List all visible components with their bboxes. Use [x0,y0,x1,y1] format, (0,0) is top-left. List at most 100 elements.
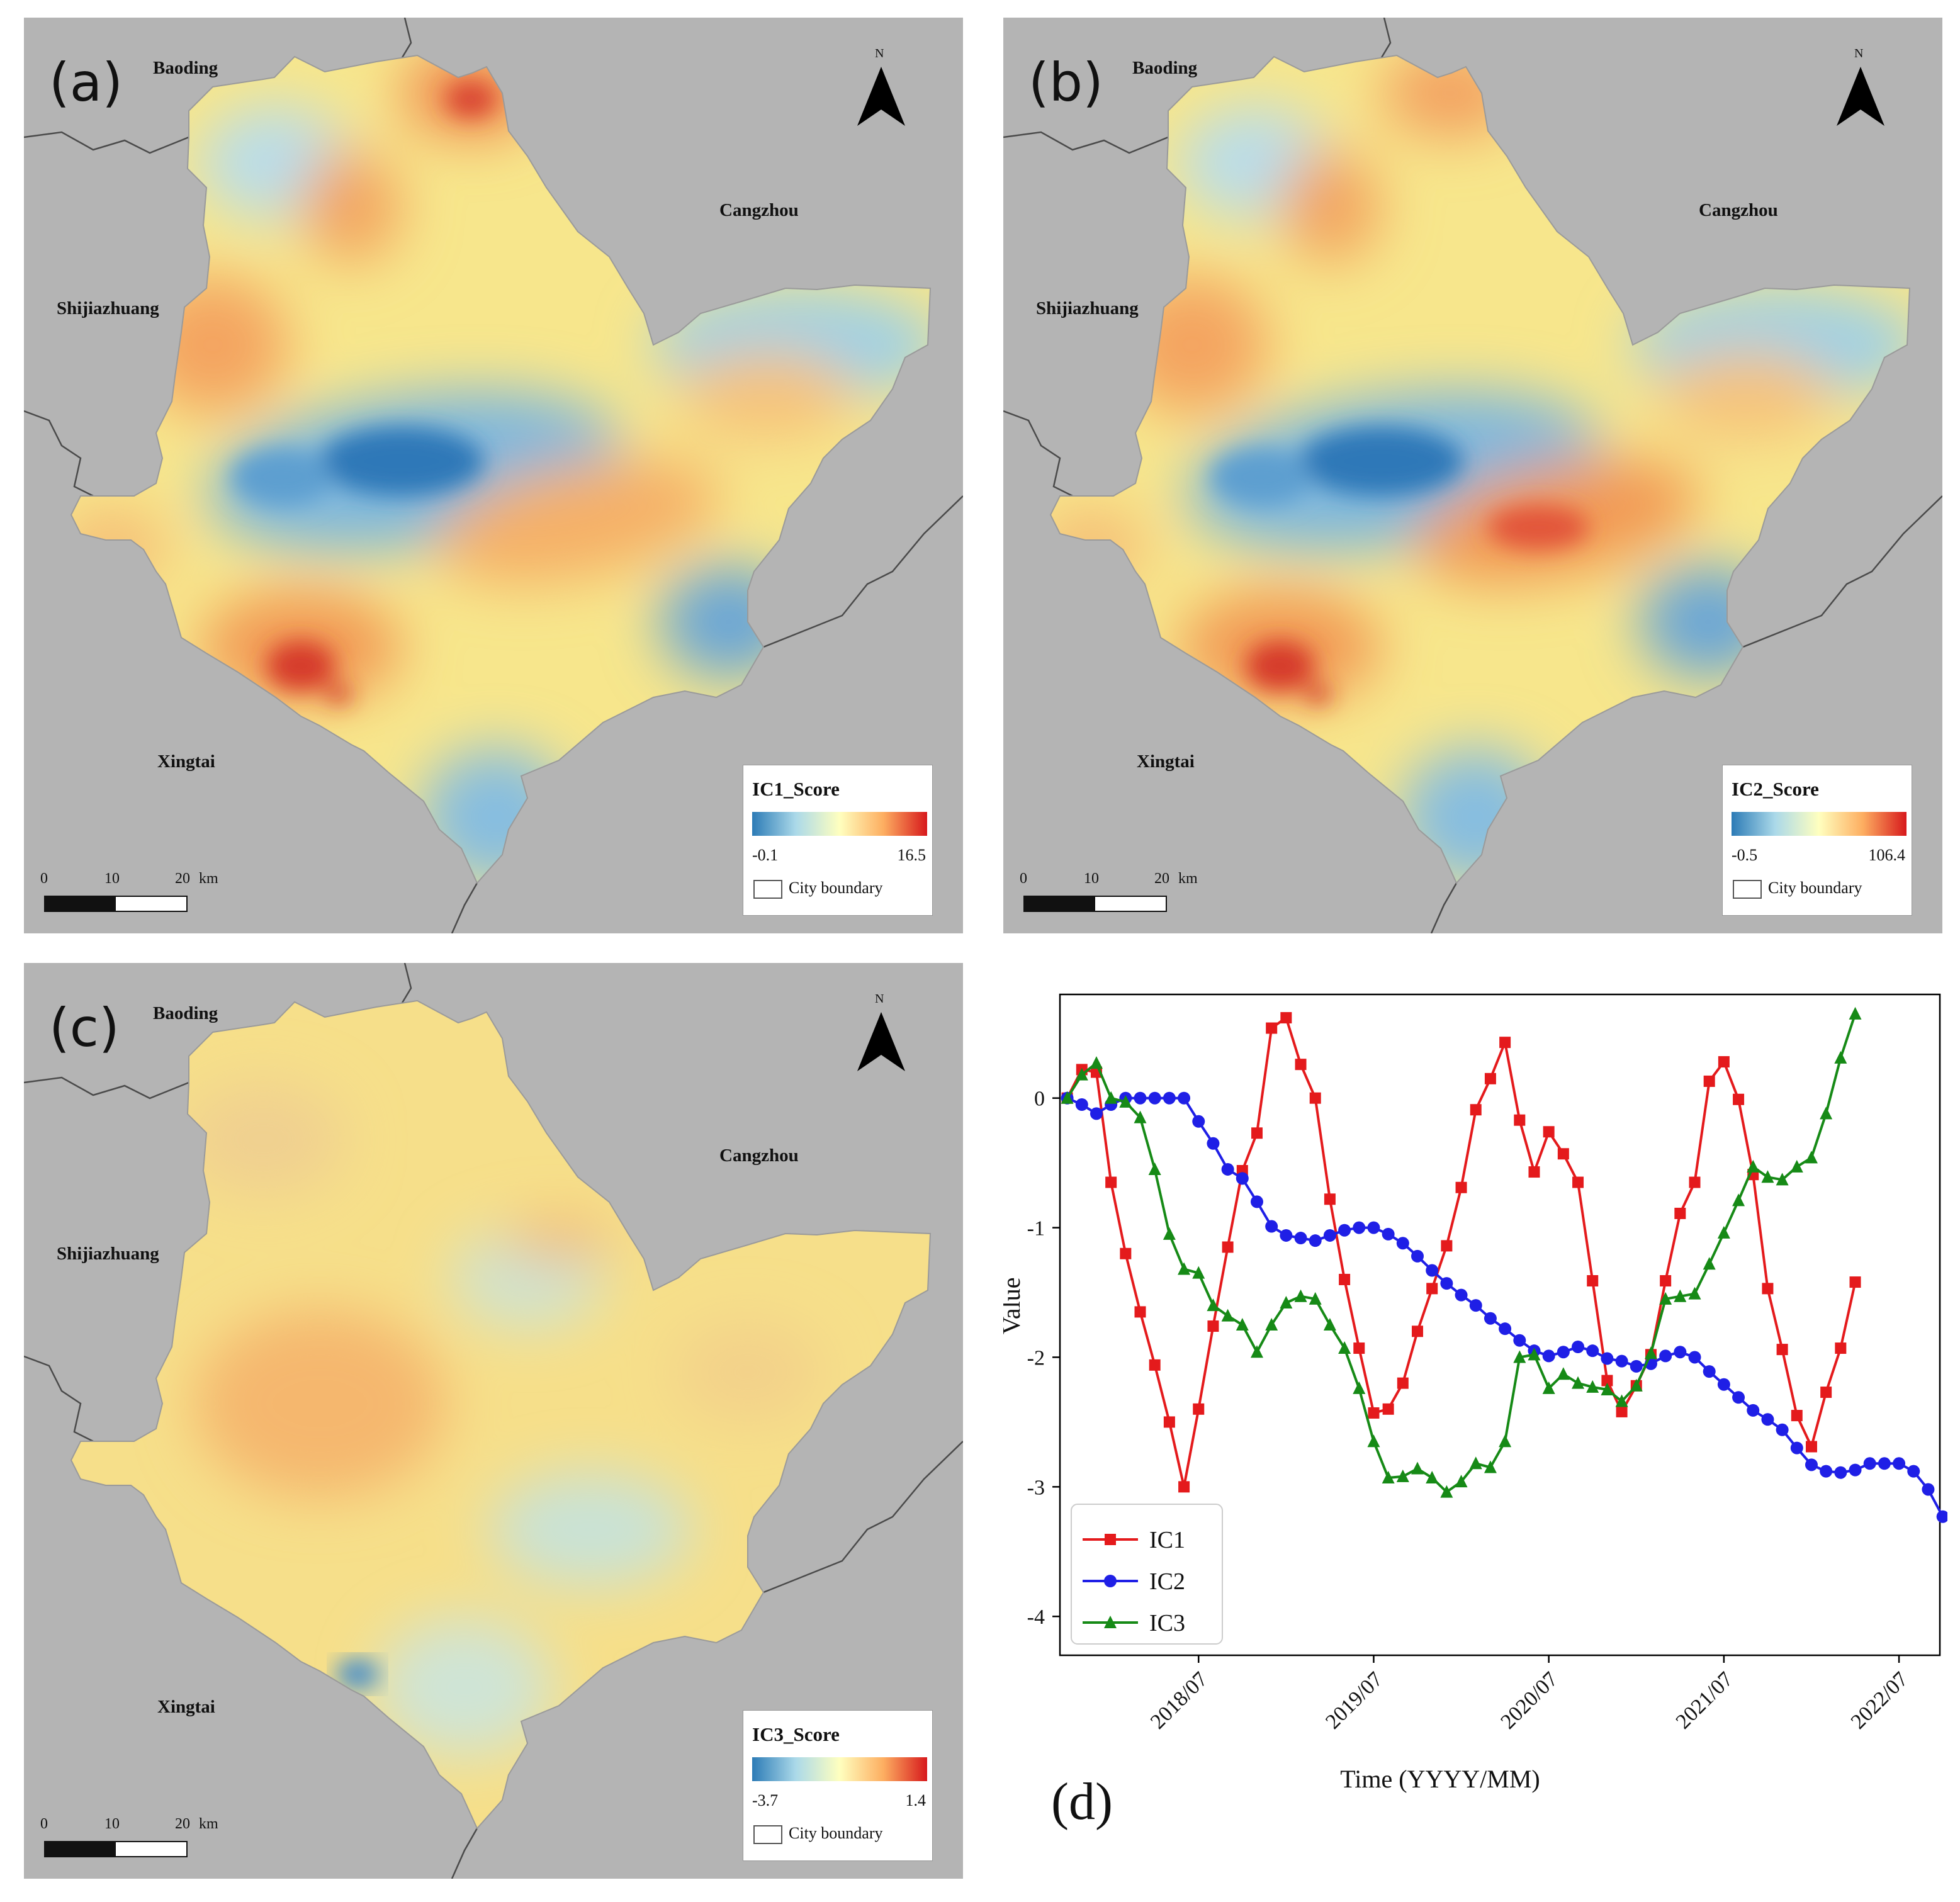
legend-title: IC2_Score [1732,778,1819,800]
series-line [1066,1015,1857,1487]
data-point [1367,1434,1380,1448]
data-point [1309,1234,1322,1247]
data-point [1732,1391,1745,1404]
series-ic3 [1061,1006,1862,1498]
panel-label: (b) [1028,52,1103,113]
scale-tick-0: 0 [40,1816,48,1832]
data-point [1426,1283,1438,1295]
data-point [1572,1376,1585,1389]
data-point [1469,1456,1482,1470]
city-boundary-swatch [753,1825,782,1844]
data-point [1790,1159,1803,1173]
data-point [1353,1221,1366,1234]
data-point [1849,1276,1861,1288]
x-tick-label: 2019/07 [1321,1667,1387,1733]
data-point [1075,1067,1088,1081]
data-point [1382,1227,1395,1241]
data-point [1542,1381,1555,1394]
data-point [1163,1227,1176,1240]
map-legend: IC3_Score -3.7 1.4 City boundary [743,1710,933,1861]
series-ic1 [1061,1012,1861,1493]
data-point [1630,1378,1643,1392]
city-label-xingtai: Xingtai [157,1697,215,1717]
scale-tick-20: 20 [175,1816,190,1832]
scale-bar-graphic [44,896,188,912]
data-point [1630,1359,1643,1373]
data-point [1353,1342,1365,1354]
map-canvas [24,18,963,933]
legend-title: IC1_Score [752,778,840,800]
x-tick-label: 2018/07 [1146,1667,1212,1733]
data-point [1499,1037,1511,1049]
legend-min-value: -0.5 [1732,846,1758,864]
data-point [1484,1072,1496,1084]
neighbor-boundaries [24,18,963,933]
data-point [1834,1050,1847,1064]
city-label-cangzhou: Cangzhou [719,200,799,220]
study-area-boundary [1049,54,1911,884]
legend-marker-icon [1104,1616,1117,1628]
data-point [1849,1006,1862,1020]
data-point [1134,1091,1147,1105]
time-series-chart: 0 -1 -2 -3 -4 2018/07 2019/07 2020/07 2021/07 202… [1003,993,1947,1831]
panel-label: (a) [49,52,123,113]
x-tick-label: 2022/07 [1847,1667,1913,1733]
data-point [1148,1091,1161,1105]
scale-tick-0: 0 [40,870,48,887]
data-point [1323,1318,1336,1331]
color-ramp [752,1757,927,1781]
y-tick-label: -1 [1027,1217,1045,1241]
neighbor-boundaries [24,963,963,1879]
data-point [1863,1457,1876,1470]
data-point [1309,1092,1321,1104]
data-point [1470,1104,1482,1116]
data-point [1674,1289,1687,1302]
city-boundary-swatch [1733,880,1762,899]
series-line [1066,1013,1857,1494]
data-point [1776,1423,1789,1436]
data-point [1178,1481,1190,1493]
study-area-boundary [70,999,932,1830]
legend-min-value: -3.7 [752,1791,779,1809]
data-point [1455,1181,1467,1193]
data-point [1469,1299,1482,1312]
data-point [1294,1289,1307,1302]
data-point [1689,1176,1701,1188]
data-point [1936,1510,1947,1523]
legend-max-value: 16.5 [897,846,926,864]
data-point [1805,1458,1818,1472]
data-point [1688,1286,1701,1300]
data-point [1280,1229,1293,1242]
data-point [1105,1176,1117,1188]
data-point [1250,1195,1263,1208]
data-point [1747,1159,1760,1173]
data-point [1572,1341,1585,1353]
y-axis-label: Value [1003,1277,1025,1334]
city-boundary-label: City boundary [1768,879,1862,897]
map-legend: IC1_Score -0.1 16.5 City boundary [743,765,933,916]
city-label-baoding: Baoding [1132,58,1198,78]
panel-label: (d) [1051,1772,1113,1831]
city-boundary-label: City boundary [789,1824,883,1842]
data-point [1090,1107,1103,1120]
data-point [1703,1075,1715,1087]
data-point [1674,1207,1686,1219]
data-point [1499,1434,1512,1448]
map-panel-c: (c) Baoding Cangzhou Shijiazhuang Xingta… [24,963,963,1879]
scale-unit: km [1178,870,1198,887]
data-point [1499,1322,1512,1336]
data-point [1105,1091,1118,1104]
data-point [1791,1410,1803,1422]
map-canvas [24,963,963,1879]
data-point [1382,1403,1394,1415]
data-point [1820,1106,1833,1120]
scale-bar-graphic [1023,896,1167,912]
data-point [1790,1441,1803,1455]
city-label-cangzhou: Cangzhou [719,1145,799,1166]
data-point [1221,1162,1234,1176]
data-point [1339,1273,1351,1285]
data-point [1207,1137,1220,1150]
series-ic2 [1061,1091,1947,1523]
data-point [1090,1056,1103,1069]
data-point [1659,1291,1672,1305]
